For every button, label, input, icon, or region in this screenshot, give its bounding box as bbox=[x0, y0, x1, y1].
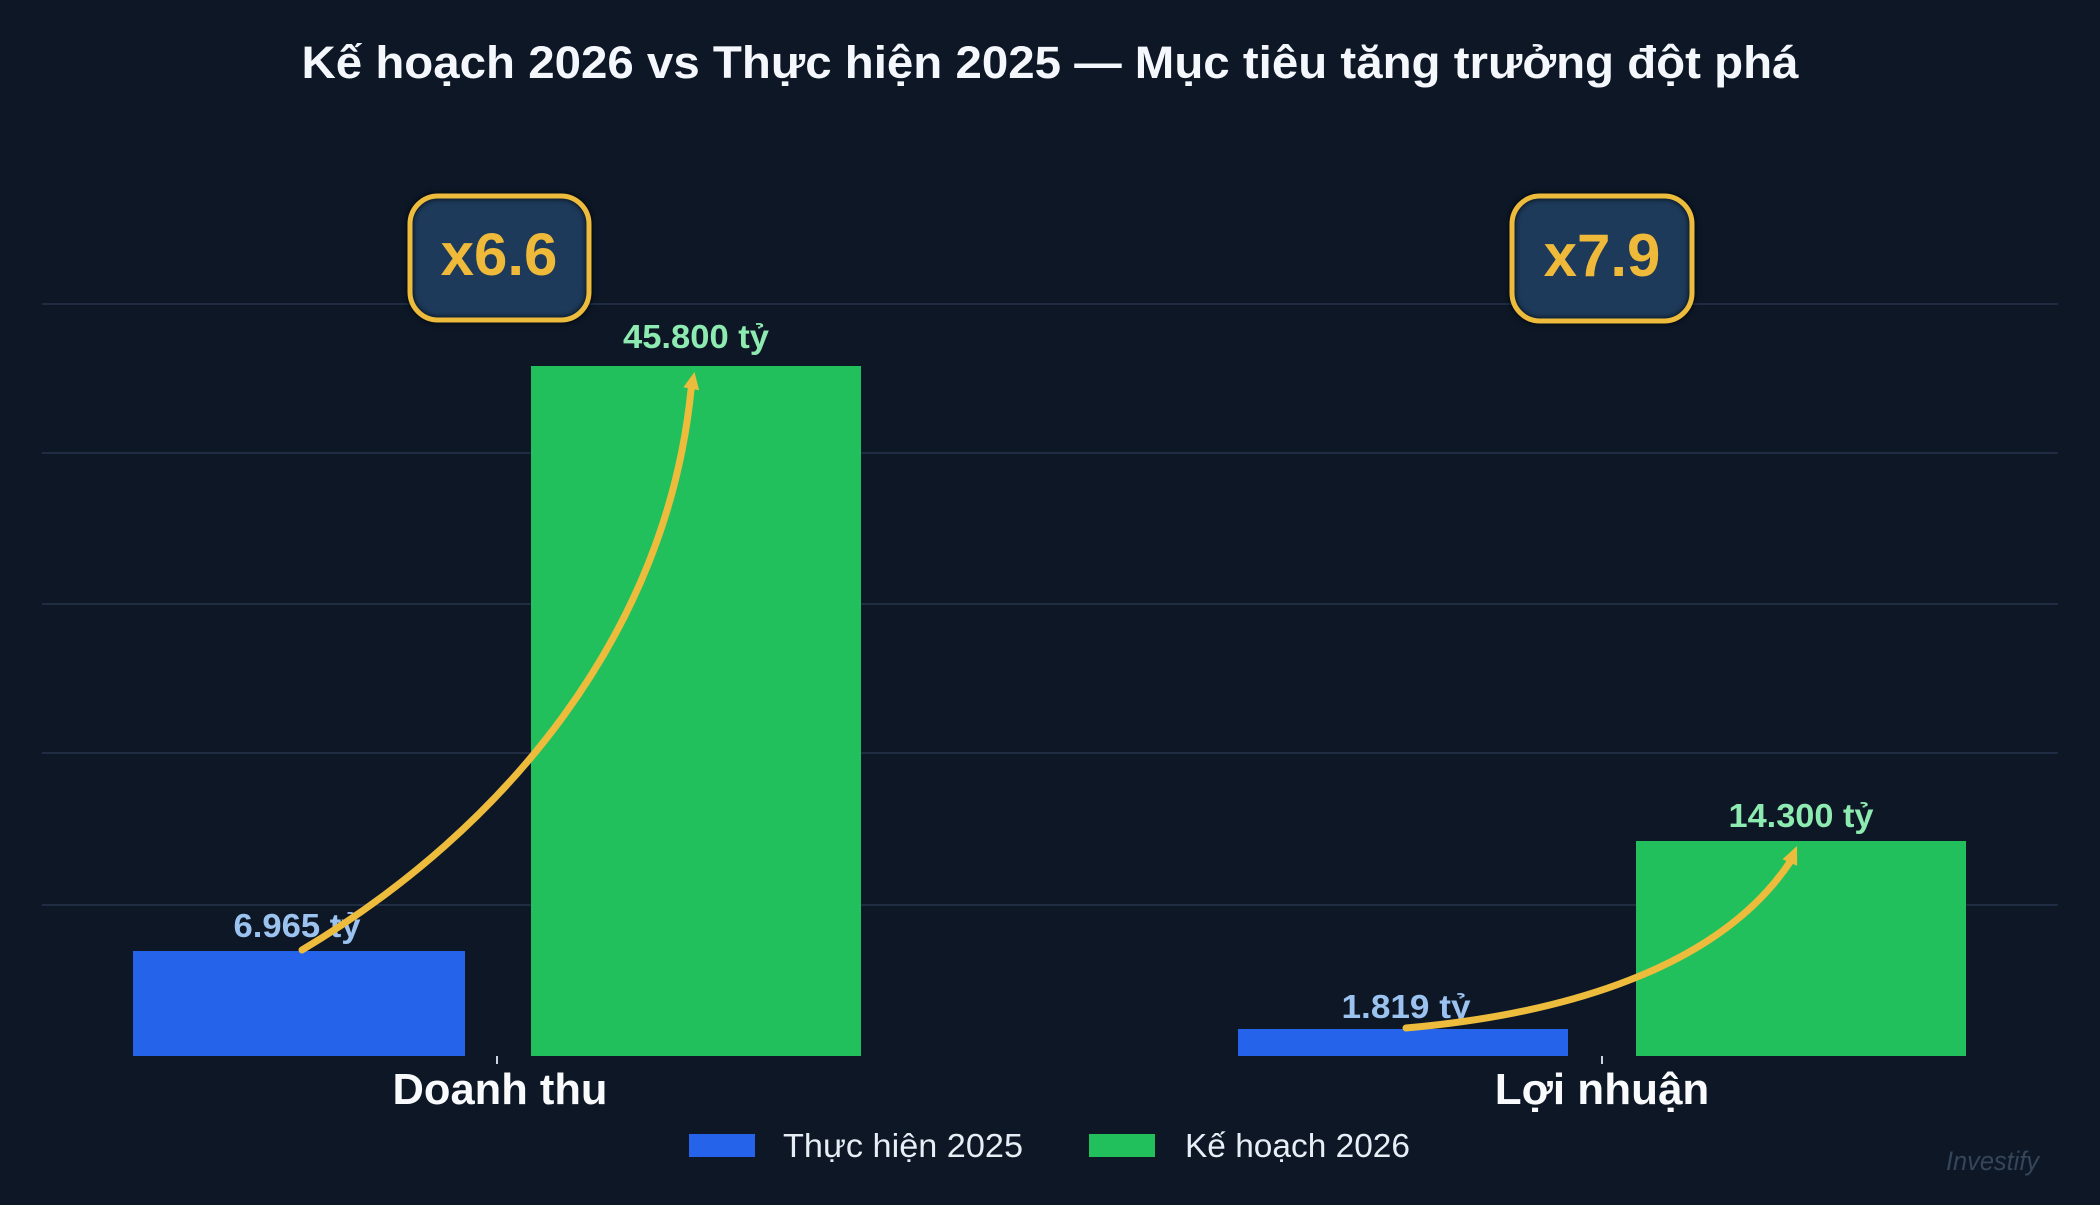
svg-text:Doanh thu: Doanh thu bbox=[393, 1065, 608, 1114]
svg-text:Kế hoạch 2026: Kế hoạch 2026 bbox=[1185, 1127, 1410, 1164]
svg-text:Investify: Investify bbox=[1946, 1146, 2040, 1176]
svg-text:x6.6: x6.6 bbox=[441, 221, 558, 288]
svg-text:1.819 tỷ: 1.819 tỷ bbox=[1342, 988, 1472, 1025]
svg-text:x7.9: x7.9 bbox=[1544, 222, 1661, 289]
svg-text:14.300 tỷ: 14.300 tỷ bbox=[1729, 797, 1875, 834]
svg-text:Kế hoạch 2026 vs Thực hiện 202: Kế hoạch 2026 vs Thực hiện 2025 — Mục ti… bbox=[302, 37, 1800, 88]
svg-text:45.800 tỷ: 45.800 tỷ bbox=[623, 318, 770, 355]
svg-text:Lợi nhuận: Lợi nhuận bbox=[1495, 1065, 1710, 1114]
svg-text:Thực hiện 2025: Thực hiện 2025 bbox=[783, 1127, 1023, 1164]
